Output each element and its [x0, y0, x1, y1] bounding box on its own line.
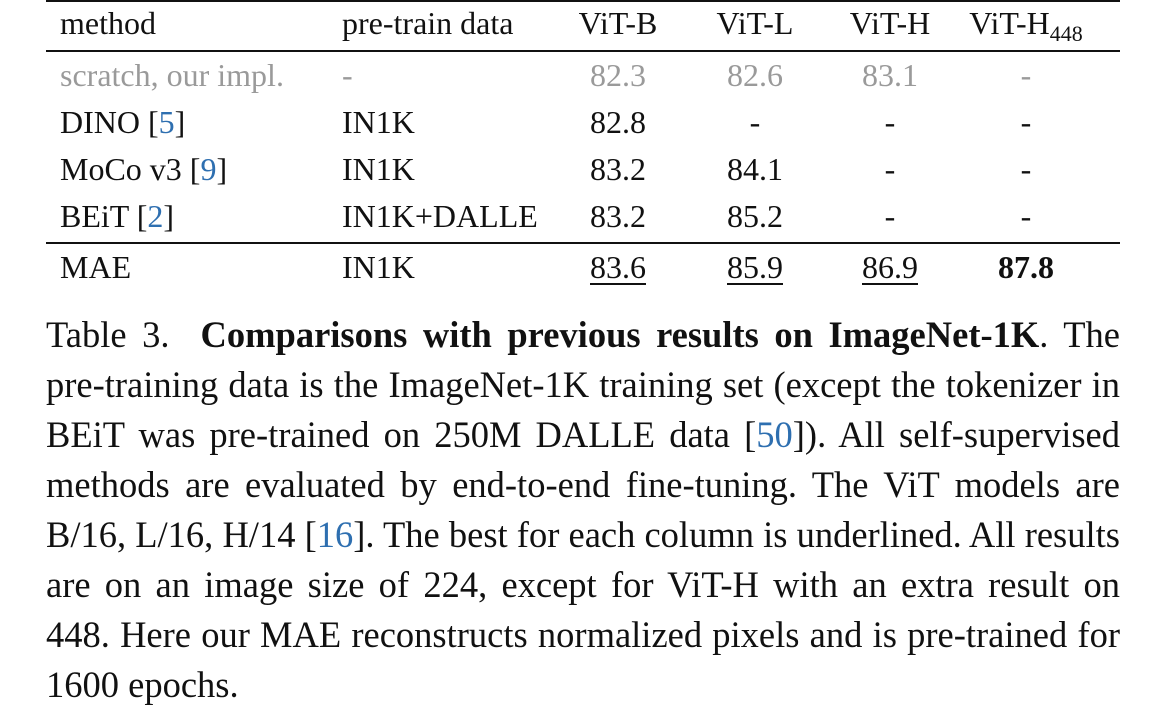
row-data: IN1K: [342, 151, 415, 187]
row-vit-h448: -: [1020, 57, 1032, 93]
table-row: MAE IN1K 83.6 85.9 86.9 87.8: [0, 244, 1162, 290]
caption-text-1: . The pre-training data is the ImageNet-…: [46, 314, 1121, 455]
row-data: IN1K+DALLE: [342, 198, 538, 234]
citation-link[interactable]: 2: [147, 198, 164, 234]
row-vit-h: 83.1: [862, 57, 918, 93]
table-mae-rule: [46, 242, 1120, 244]
row-method: DINO [5]: [60, 104, 186, 140]
citation-link[interactable]: 16: [316, 514, 354, 555]
table-caption: Table 3. Comparisons with previous resul…: [46, 310, 1120, 710]
row-method: BEiT [2]: [60, 198, 175, 234]
row-method: MAE: [60, 249, 132, 285]
row-vit-h: -: [884, 104, 896, 140]
table-header-row: method pre-train data ViT-B ViT-L ViT-H …: [0, 0, 1162, 46]
table-header-rule: [46, 50, 1120, 52]
header-vit-l: ViT-L: [716, 5, 794, 41]
citation-link[interactable]: 9: [200, 151, 217, 187]
header-vit-b: ViT-B: [578, 5, 658, 41]
caption-text-3: ]. The best for each column is underline…: [46, 514, 1120, 705]
table-row: scratch, our impl. - 82.3 82.6 83.1 -: [0, 52, 1162, 98]
header-method: method: [60, 5, 156, 41]
row-vit-l: 82.6: [727, 57, 783, 93]
caption-text-2: ]). All self-supervised methods are eval…: [46, 414, 1120, 555]
row-method: scratch, our impl.: [60, 57, 284, 93]
header-pretrain-data: pre-train data: [342, 5, 514, 41]
row-data: -: [342, 57, 353, 93]
row-vit-h448: -: [1020, 198, 1032, 234]
row-vit-l: 85.9: [727, 249, 783, 285]
table-row: MoCo v3 [9] IN1K 83.2 84.1 - -: [0, 146, 1162, 192]
row-vit-b: 83.2: [590, 198, 646, 234]
citation-link[interactable]: 50: [756, 414, 793, 455]
row-vit-h: 86.9: [862, 249, 918, 285]
table-top-rule: [46, 0, 1120, 2]
row-vit-b: 83.2: [590, 151, 646, 187]
row-method: MoCo v3 [9]: [60, 151, 228, 187]
row-data: IN1K: [342, 104, 415, 140]
row-vit-h448: 87.8: [998, 249, 1054, 285]
header-vit-h: ViT-H: [849, 5, 931, 41]
row-vit-h448: -: [1020, 151, 1032, 187]
caption-title: Comparisons with previous results on Ima…: [200, 314, 1040, 355]
table-row: DINO [5] IN1K 82.8 - - -: [0, 99, 1162, 145]
row-vit-b: 82.3: [590, 57, 646, 93]
row-vit-h: -: [884, 151, 896, 187]
row-vit-b: 83.6: [590, 249, 646, 285]
table-row: BEiT [2] IN1K+DALLE 83.2 85.2 - -: [0, 193, 1162, 239]
caption-label: Table 3.: [46, 314, 170, 355]
row-vit-l: 84.1: [727, 151, 783, 187]
row-vit-l: -: [749, 104, 761, 140]
header-vit-h448: ViT-H448: [969, 5, 1083, 46]
row-vit-b: 82.8: [590, 104, 646, 140]
row-vit-h448: -: [1020, 104, 1032, 140]
row-vit-l: 85.2: [727, 198, 783, 234]
citation-link[interactable]: 5: [158, 104, 175, 140]
row-vit-h: -: [884, 198, 896, 234]
row-data: IN1K: [342, 249, 415, 285]
